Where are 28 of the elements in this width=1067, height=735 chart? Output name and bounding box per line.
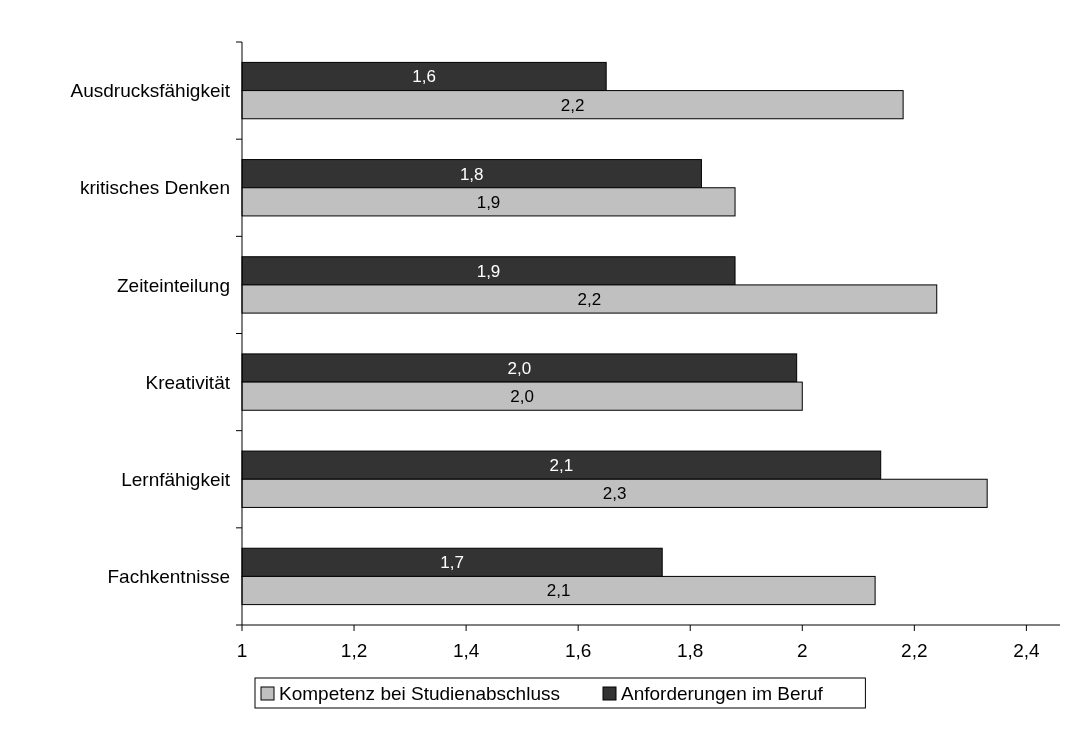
- data-label: 1,9: [476, 192, 501, 212]
- y-tick-label: kritisches Denken: [80, 177, 230, 199]
- x-tick-label: 2,2: [901, 640, 928, 661]
- y-tick-label: Zeiteinteilung: [116, 274, 230, 296]
- data-label: 1,6: [412, 67, 436, 87]
- y-tick-label: Fachkentnisse: [107, 566, 230, 588]
- y-tick-label: Lernfähigkeit: [121, 468, 231, 490]
- legend-label: Anforderungen im Beruf: [621, 682, 824, 704]
- data-label: 2,1: [546, 581, 571, 601]
- data-label: 1,7: [440, 553, 464, 573]
- x-tick-label: 1,6: [564, 640, 592, 661]
- x-tick-label: 1,4: [452, 640, 480, 661]
- y-tick-label: Kreativität: [145, 371, 231, 393]
- x-tick-label: 1,2: [340, 640, 368, 661]
- data-label: 2,0: [507, 358, 532, 378]
- legend-label: Kompetenz bei Studienabschluss: [279, 682, 560, 704]
- data-label: 2,3: [602, 484, 627, 504]
- y-tick-label: Ausdrucksfähigkeit: [70, 80, 231, 102]
- data-label: 2,1: [549, 456, 574, 476]
- x-tick-label: 1,8: [677, 640, 704, 661]
- data-label: 2,2: [560, 95, 585, 115]
- data-label: 1,8: [459, 164, 484, 184]
- x-tick-label: 1: [236, 640, 248, 661]
- data-label: 2,2: [577, 289, 602, 309]
- data-label: 2,0: [510, 387, 534, 407]
- x-tick-label: 2: [796, 640, 808, 661]
- data-label: 1,9: [476, 261, 501, 281]
- x-tick-label: 2,4: [1013, 640, 1041, 661]
